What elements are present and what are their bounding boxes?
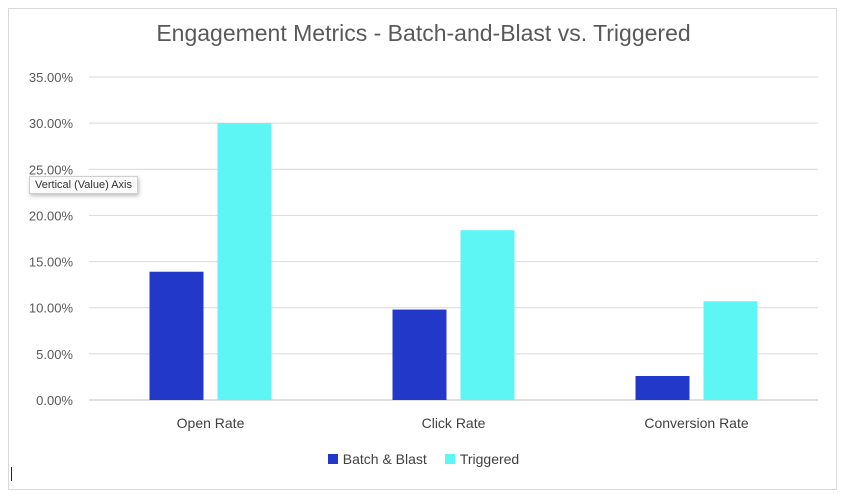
y-tick-label: 10.00% bbox=[29, 301, 74, 316]
y-tick-label: 35.00% bbox=[29, 70, 74, 85]
legend-label: Batch & Blast bbox=[342, 451, 427, 467]
y-tick-label: 30.00% bbox=[29, 116, 74, 131]
legend-item[interactable]: Batch & Blast bbox=[327, 451, 427, 467]
bar-batch-blast-open-rate[interactable] bbox=[149, 271, 204, 400]
x-category-label: Conversion Rate bbox=[644, 415, 748, 431]
chart-legend[interactable]: Batch & Blast Triggered bbox=[0, 451, 847, 467]
bar-batch-blast-conversion-rate[interactable] bbox=[635, 376, 690, 400]
axis-tooltip: Vertical (Value) Axis bbox=[29, 176, 139, 194]
bar-triggered-open-rate[interactable] bbox=[217, 123, 272, 401]
y-tick-label: 25.00% bbox=[29, 162, 74, 177]
legend-label: Triggered bbox=[459, 451, 520, 467]
x-category-label: Open Rate bbox=[177, 415, 245, 431]
y-tick-label: 15.00% bbox=[29, 255, 74, 270]
bar-batch-blast-click-rate[interactable] bbox=[392, 309, 447, 400]
legend-swatch bbox=[327, 454, 338, 464]
y-tick-label: 5.00% bbox=[36, 347, 73, 362]
chart-frame[interactable] bbox=[8, 8, 837, 490]
y-tick-label: 20.00% bbox=[29, 208, 74, 223]
y-tick-label: 0.00% bbox=[36, 393, 73, 408]
chart-title: Engagement Metrics - Batch-and-Blast vs.… bbox=[156, 20, 691, 46]
text-cursor bbox=[11, 467, 12, 481]
legend-swatch bbox=[444, 454, 455, 464]
legend-item[interactable]: Triggered bbox=[444, 451, 520, 467]
x-category-label: Click Rate bbox=[422, 415, 486, 431]
bar-triggered-conversion-rate[interactable] bbox=[703, 301, 758, 400]
bar-triggered-click-rate[interactable] bbox=[460, 230, 515, 400]
